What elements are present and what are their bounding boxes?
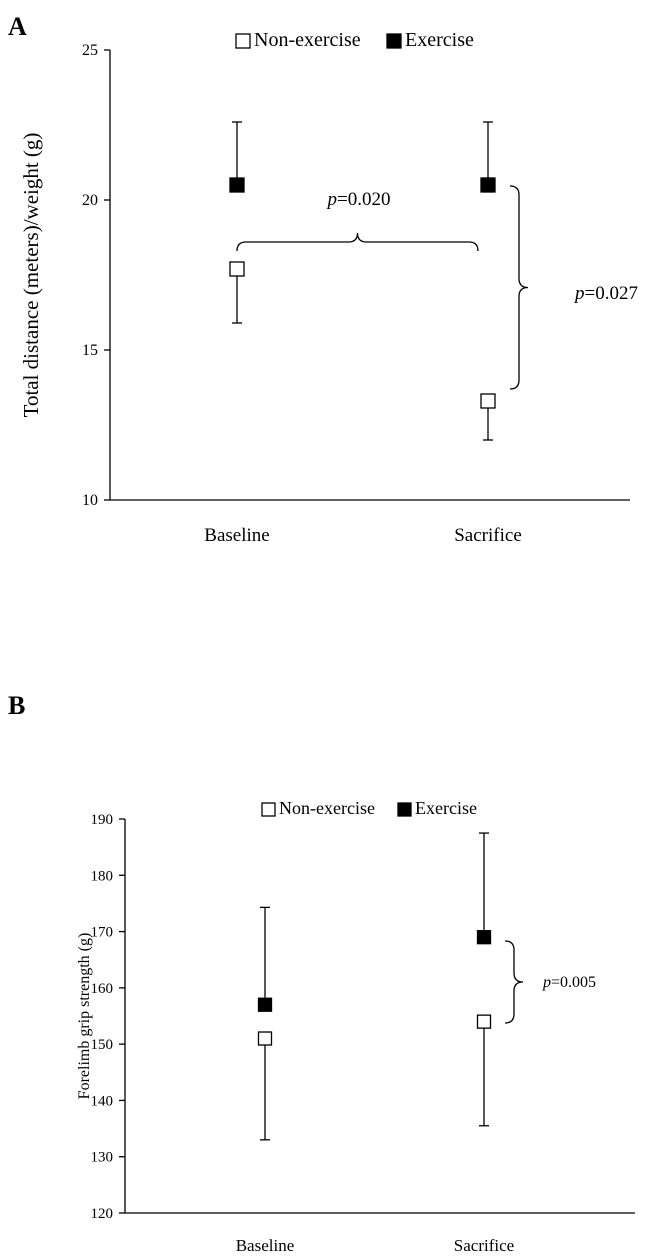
annotation-p-005: p=0.005 [542,974,596,991]
y-tick-label: 25 [82,42,98,59]
y-tick-label: 15 [82,342,98,359]
y-tick-label: 120 [91,1206,114,1222]
data-point-exercise [476,930,492,945]
x-tick-label: Sacrifice [454,1236,514,1255]
data-point-exercise [229,177,245,193]
y-axis-label: Total distance (meters)/weight (g) [19,133,43,418]
annotation-p-027: p=0.027 [573,283,638,304]
legend-label-exercise: Exercise [405,29,474,51]
data-point-exercise [257,997,273,1012]
x-tick-label: Baseline [204,525,269,546]
y-tick-label: 150 [91,1037,114,1053]
annotation-p-020: p=0.020 [326,189,391,210]
legend-label-exercise: Exercise [415,798,477,818]
chart-b: 120 130 140 150 160 170 180 190 Baseline Sacrific… [76,798,635,1255]
legend-marker-non-exercise [235,33,251,49]
data-point-non-exercise [480,393,496,409]
data-point-non-exercise [229,261,245,277]
x-tick-label: Baseline [236,1236,295,1255]
data-point-non-exercise [257,1031,273,1046]
y-tick-label: 160 [91,981,114,997]
chart-a: 10 15 20 25 Baseline Sacrifice Total distance … [19,29,638,546]
data-point-exercise [480,177,496,193]
bracket-p-020 [236,232,479,252]
y-tick-label: 190 [91,812,114,828]
bracket-p-027 [509,185,529,390]
legend-label-non-exercise: Non-exercise [254,29,361,51]
y-tick-label: 140 [91,1093,114,1109]
y-tick-label: 20 [82,192,98,209]
legend-marker-exercise [397,802,412,817]
y-tick-label: 180 [91,868,114,884]
y-axis-label: Forelimb grip strength (g) [76,933,93,1100]
legend-marker-non-exercise [261,802,276,817]
panel-b-letter: B [8,691,25,720]
data-point-non-exercise [476,1014,492,1029]
x-tick-label: Sacrifice [454,525,522,546]
legend-marker-exercise [386,33,402,49]
legend-label-non-exercise: Non-exercise [279,798,375,818]
y-tick-label: 130 [91,1150,114,1166]
y-tick-label: 170 [91,925,114,941]
y-tick-label: 10 [82,492,98,509]
panel-a-letter: A [8,12,27,41]
bracket-p-005 [504,940,524,1024]
